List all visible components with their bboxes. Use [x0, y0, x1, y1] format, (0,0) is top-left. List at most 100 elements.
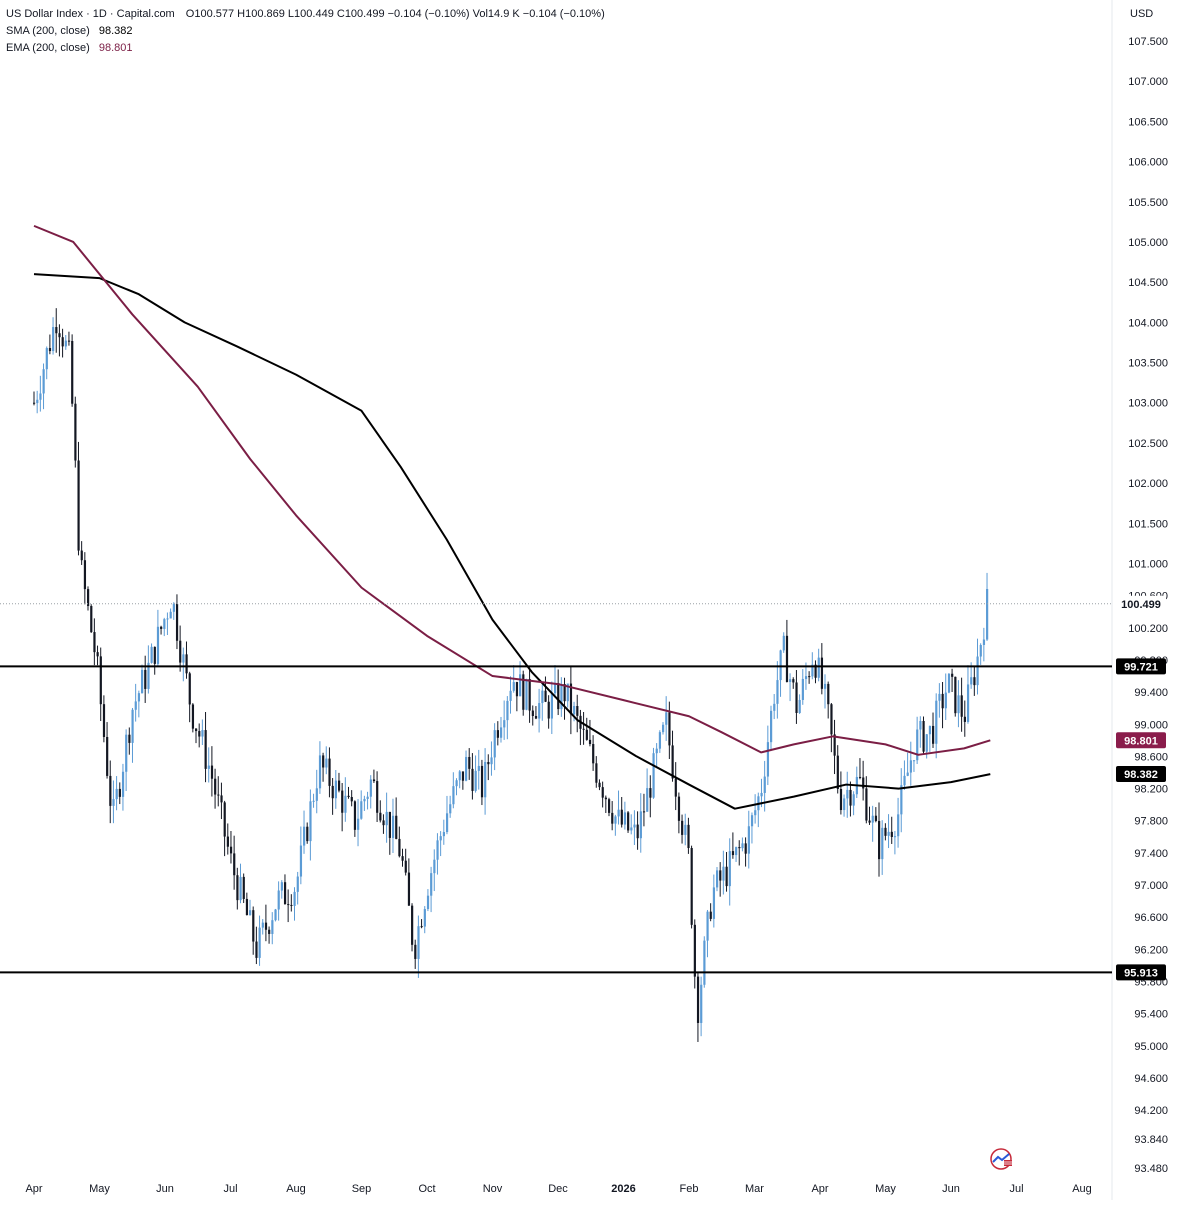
candle-body [439, 836, 442, 841]
time-tick-label: Feb [680, 1183, 699, 1195]
candle-body [496, 730, 500, 738]
time-tick-label: Jun [942, 1183, 960, 1195]
price-tick-label: 98.600 [1134, 751, 1168, 763]
candle-body [839, 789, 843, 811]
candle-body [477, 765, 480, 771]
candle-body [893, 836, 897, 838]
candle-body [242, 876, 245, 899]
candle-body [506, 700, 509, 721]
candle-body [112, 799, 115, 806]
candle-body [795, 682, 798, 713]
candle-body [71, 340, 74, 404]
candle-body [436, 840, 439, 860]
candle-body [665, 712, 668, 725]
price-tick-label: 95.000 [1134, 1041, 1168, 1053]
time-axis[interactable]: Apr May Jun Jul Aug Sep Oct Nov Dec 2026 Feb Mar Apr… [25, 1183, 1091, 1195]
candle-body [528, 678, 531, 711]
price-tick-label: 97.800 [1134, 816, 1168, 828]
candle-body [118, 788, 121, 797]
candle-body [773, 703, 776, 711]
candle-body [125, 734, 128, 772]
candle-body [420, 926, 423, 928]
candle-body [909, 760, 912, 773]
candle-body [550, 693, 554, 719]
time-tick-label: Jun [156, 1183, 174, 1195]
candle-body [366, 796, 369, 799]
candle-body [674, 778, 677, 797]
time-tick-label: Dec [548, 1183, 568, 1195]
price-tick-label: 104.500 [1128, 277, 1168, 289]
price-axis[interactable]: 107.500 107.000 106.500 106.000 105.500 105.0… [1128, 36, 1168, 1175]
time-tick-label: Apr [25, 1183, 42, 1195]
candle-body [388, 811, 391, 838]
candle-body [881, 827, 884, 860]
candle-body [744, 843, 747, 854]
candle-body [639, 811, 642, 839]
candle-body [90, 606, 93, 633]
candle-body [871, 815, 874, 823]
candle-body [268, 929, 271, 934]
price-tick-label: 105.500 [1128, 197, 1168, 209]
candle-body [820, 657, 824, 689]
candle-body [484, 761, 487, 798]
time-tick-label: Oct [418, 1183, 435, 1195]
level-price-label-bg [1116, 658, 1166, 675]
level-price-label: 95.913 [1124, 967, 1158, 979]
candle-body [922, 720, 925, 752]
tradingview-watermark-icon[interactable] [984, 1148, 1018, 1170]
candle-body [344, 795, 347, 813]
candle-body [385, 811, 388, 826]
candle-body [919, 720, 922, 730]
currency-label[interactable]: USD [1130, 8, 1154, 20]
candle-body [779, 650, 782, 681]
candle-body [395, 815, 398, 839]
candle-body [681, 820, 684, 835]
candle-body [617, 809, 620, 817]
candle-body [649, 788, 652, 798]
candle-body [363, 798, 366, 802]
candle-body [239, 876, 242, 901]
legend-symbol-title[interactable]: US Dollar Index · 1D · Capital.com [6, 8, 175, 20]
candle-body [973, 677, 976, 686]
candle-body [935, 700, 938, 744]
candle-body [445, 813, 449, 833]
candle-body [525, 678, 528, 710]
candle-body [226, 836, 229, 847]
price-tick-label: 94.200 [1134, 1105, 1168, 1117]
candle-body [944, 692, 947, 709]
candle-body [932, 725, 935, 744]
legend-sma-row[interactable]: SMA (200, close) 98.382 [6, 23, 607, 40]
candle-body [150, 646, 153, 663]
candle-body [576, 706, 579, 716]
candle-body [42, 369, 45, 394]
candle-body [106, 736, 109, 776]
price-tick-label: 98.200 [1134, 784, 1168, 796]
candle-body [96, 652, 99, 657]
candle-body [541, 690, 544, 704]
candle-body [750, 815, 754, 827]
candle-body [249, 910, 252, 916]
candle-body [160, 626, 163, 629]
candle-body [303, 826, 306, 846]
last-price-label-bg [1116, 595, 1166, 612]
candle-body [865, 788, 868, 821]
candle-body [916, 729, 919, 761]
candle-body [862, 777, 865, 789]
candle-body [709, 911, 712, 919]
price-tick-label: 96.200 [1134, 944, 1168, 956]
candle-body [976, 656, 979, 686]
candle-body [379, 812, 382, 821]
candle-body [706, 911, 709, 941]
candle-body [245, 898, 249, 916]
price-labels-group: 100.499 99.721 95.913 98.801 98.382 [1116, 595, 1166, 981]
sma-price-label-bg [1116, 765, 1166, 782]
candle-body [391, 815, 395, 838]
candle-body [64, 340, 67, 347]
candle-body [785, 635, 789, 682]
candle-body [986, 588, 989, 640]
candle-body [201, 730, 204, 737]
legend-ema-row[interactable]: EMA (200, close) 98.801 [6, 40, 607, 57]
candle-body [236, 875, 239, 901]
